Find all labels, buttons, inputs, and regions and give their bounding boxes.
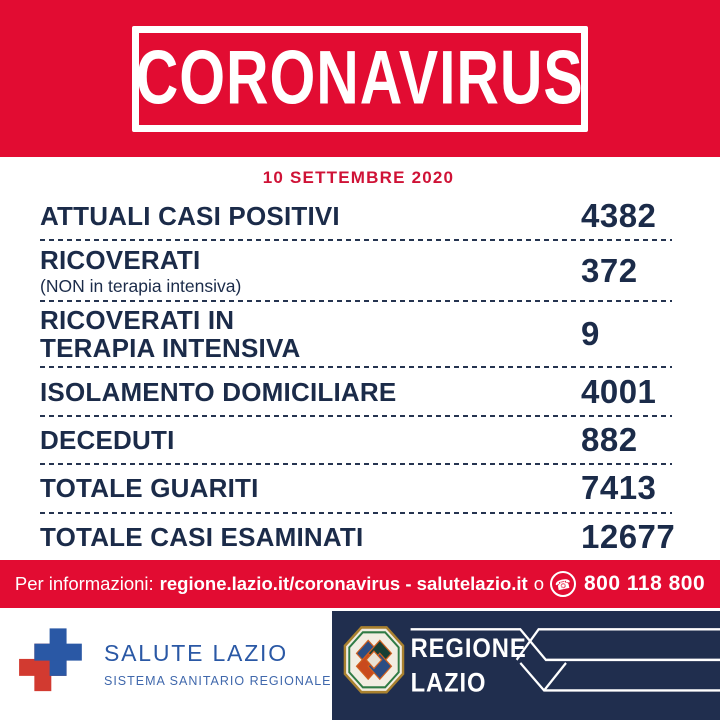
regione-lazio-wordmark: REGIONE LAZIO (343, 626, 720, 698)
stat-row-terapia-intensiva: RICOVERATI IN TERAPIA INTENSIVA 9 (40, 302, 677, 367)
header-banner: CORONAVIRUS (0, 0, 720, 157)
stat-value: 882 (581, 421, 638, 459)
stat-label: ATTUALI CASI POSITIVI (40, 201, 340, 232)
stat-value: 9 (581, 315, 600, 353)
stat-sublabel: (NON in terapia intensiva) (40, 275, 242, 296)
info-prefix: Per informazioni: (14, 573, 154, 594)
stats-panel: 10 SETTEMBRE 2020 ATTUALI CASI POSITIVI … (0, 157, 720, 560)
lazio-coat-of-arms-icon (343, 626, 404, 694)
salute-lazio-logo: SALUTE LAZIO SISTEMA SANITARIO REGIONALE (0, 608, 332, 720)
phone-icon: ☎ (550, 571, 576, 597)
stat-value: 4001 (581, 372, 657, 410)
regione-lazio-logo: REGIONE LAZIO (331, 611, 720, 720)
page-title: CORONAVIRUS (136, 35, 584, 120)
dashed-divider (40, 366, 672, 369)
dashed-divider (40, 511, 672, 514)
stat-value: 12677 (581, 517, 676, 555)
stat-row-deceduti: DECEDUTI 882 (40, 417, 677, 463)
pinstripes (410, 628, 720, 692)
stat-row-ricoverati: RICOVERATI (NON in terapia intensiva) 37… (40, 241, 677, 300)
regione-word: REGIONE (410, 634, 526, 663)
stat-label: DECEDUTI (40, 425, 175, 455)
stat-value: 4382 (581, 197, 657, 235)
salute-lazio-title: SALUTE LAZIO (104, 640, 288, 666)
lazio-word: LAZIO (410, 668, 486, 697)
info-connector: o (533, 573, 544, 594)
stat-value: 372 (581, 251, 638, 289)
dashed-divider (40, 463, 672, 466)
stat-row-totale-guariti: TOTALE GUARITI 7413 (40, 465, 677, 511)
stat-label: RICOVERATI (40, 244, 201, 275)
stat-label: TOTALE GUARITI (40, 473, 259, 504)
dashed-divider (40, 299, 672, 302)
stat-label: TOTALE CASI ESAMINATI (40, 521, 364, 552)
dashed-divider (40, 239, 672, 242)
stat-value: 7413 (581, 469, 657, 507)
stat-label: ISOLAMENTO DOMICILIARE (40, 376, 397, 407)
stat-row-attuali-casi-positivi: ATTUALI CASI POSITIVI 4382 (40, 193, 677, 239)
stat-row-totale-casi-esaminati: TOTALE CASI ESAMINATI 12677 (40, 514, 677, 560)
dashed-divider (40, 414, 672, 417)
info-bar: Per informazioni: regione.lazio.it/coron… (0, 560, 720, 608)
report-date: 10 SETTEMBRE 2020 (262, 168, 455, 187)
stat-label: RICOVERATI IN TERAPIA INTENSIVA (40, 305, 301, 364)
info-links: regione.lazio.it/coronavirus - salutelaz… (159, 573, 528, 594)
logo-footer: SALUTE LAZIO SISTEMA SANITARIO REGIONALE (0, 608, 720, 720)
stat-row-isolamento-domiciliare: ISOLAMENTO DOMICILIARE 4001 (40, 368, 677, 414)
salute-lazio-subtitle: SISTEMA SANITARIO REGIONALE (104, 674, 332, 688)
title-frame: CORONAVIRUS (132, 25, 588, 132)
health-cross-icon (19, 628, 82, 692)
phone-number: 800 118 800 (584, 572, 706, 595)
